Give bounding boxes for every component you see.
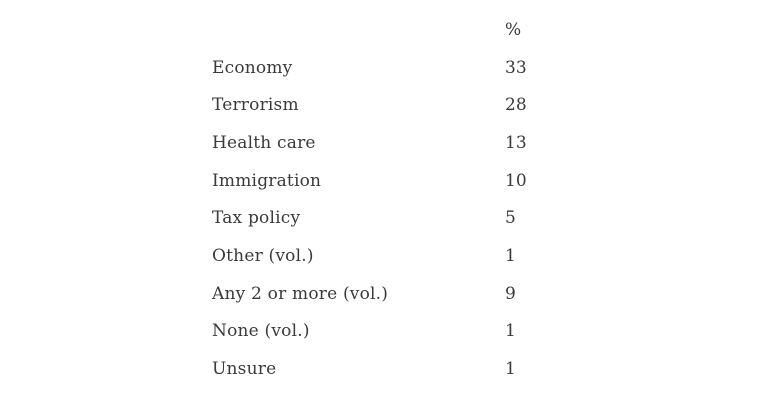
row-label: Any 2 or more (vol.) xyxy=(212,283,389,304)
percent-column-header: % xyxy=(505,19,522,40)
row-value: 33 xyxy=(505,57,527,78)
row-label: Economy xyxy=(212,57,293,78)
row-value: 1 xyxy=(505,245,516,266)
table-row: Health care 13 xyxy=(212,124,572,162)
row-value: 10 xyxy=(505,170,527,191)
row-label: Tax policy xyxy=(212,208,301,229)
row-label: Immigration xyxy=(212,170,322,191)
table-row: None (vol.) 1 xyxy=(212,313,572,351)
row-label: Other (vol.) xyxy=(212,245,314,266)
table-row: Other (vol.) 1 xyxy=(212,237,572,275)
table-row: Immigration 10 xyxy=(212,162,572,200)
row-value: 1 xyxy=(505,321,516,342)
table-row: Terrorism 28 xyxy=(212,86,572,124)
row-value: 13 xyxy=(505,132,527,153)
table-row: Unsure 1 xyxy=(212,350,572,388)
row-value: 9 xyxy=(505,283,516,304)
table-row: Tax policy 5 xyxy=(212,199,572,237)
row-label: Health care xyxy=(212,132,316,153)
results-table: % Economy 33 Terrorism 28 Health care 13… xyxy=(212,11,572,388)
table-row: Economy 33 xyxy=(212,49,572,87)
table-row: Any 2 or more (vol.) 9 xyxy=(212,275,572,313)
row-value: 28 xyxy=(505,95,527,116)
table-header-row: % xyxy=(212,11,572,49)
row-value: 5 xyxy=(505,208,516,229)
row-value: 1 xyxy=(505,359,516,380)
row-label: Terrorism xyxy=(212,95,299,116)
row-label: None (vol.) xyxy=(212,321,310,342)
row-label: Unsure xyxy=(212,359,277,380)
